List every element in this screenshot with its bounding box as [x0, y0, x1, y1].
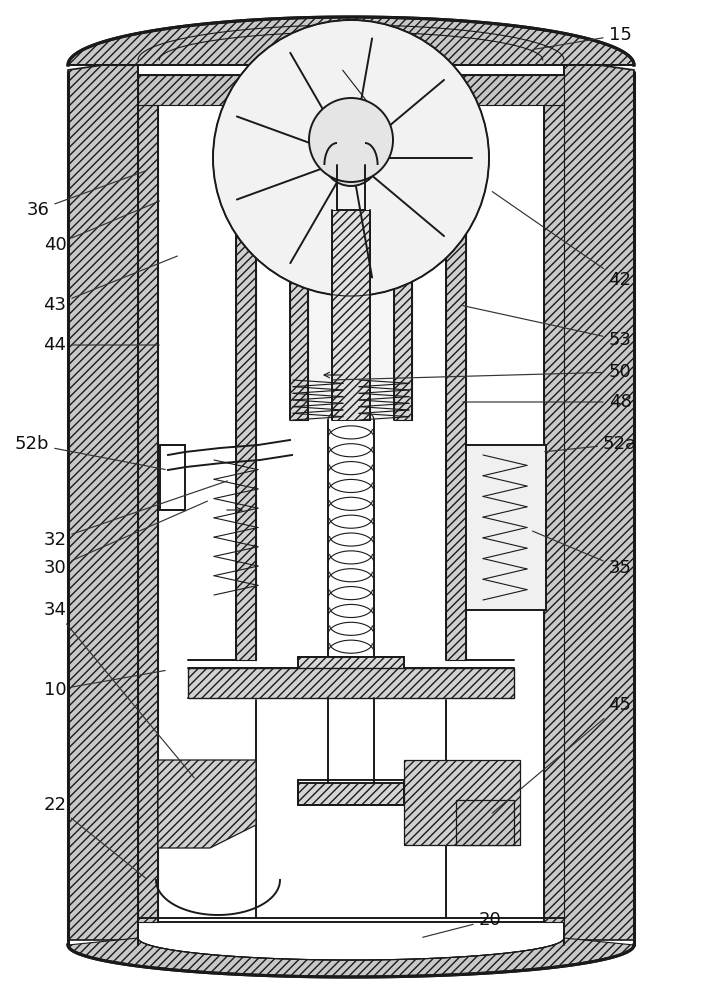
Circle shape: [337, 144, 365, 172]
Text: 52b: 52b: [15, 435, 165, 469]
Text: 34: 34: [44, 601, 194, 778]
Polygon shape: [456, 800, 514, 845]
Text: 20: 20: [423, 911, 501, 937]
Text: 45: 45: [492, 696, 632, 813]
Text: 36: 36: [27, 171, 145, 219]
Polygon shape: [404, 760, 520, 845]
Polygon shape: [394, 105, 412, 420]
Text: 40: 40: [44, 201, 159, 254]
Polygon shape: [138, 105, 158, 922]
Polygon shape: [446, 105, 466, 660]
Polygon shape: [158, 760, 256, 848]
Polygon shape: [138, 75, 240, 105]
Polygon shape: [188, 668, 514, 698]
Polygon shape: [564, 60, 634, 940]
Circle shape: [309, 98, 393, 182]
Circle shape: [323, 130, 379, 186]
Circle shape: [213, 20, 489, 296]
Polygon shape: [236, 105, 256, 660]
Text: 35: 35: [533, 531, 632, 577]
Text: 30: 30: [44, 501, 208, 577]
Text: 22: 22: [44, 796, 146, 878]
Bar: [298, 657, 404, 675]
Bar: [308, 105, 394, 420]
Polygon shape: [462, 75, 564, 105]
Bar: [298, 783, 404, 805]
Text: 52a: 52a: [545, 435, 637, 453]
Polygon shape: [290, 105, 308, 420]
Text: 15: 15: [533, 26, 631, 50]
Text: 50: 50: [333, 363, 631, 381]
Text: 32: 32: [44, 481, 227, 549]
Polygon shape: [68, 17, 634, 65]
Polygon shape: [68, 938, 634, 977]
Polygon shape: [544, 105, 564, 922]
Polygon shape: [68, 60, 138, 940]
Text: 10: 10: [44, 670, 165, 699]
Bar: [466, 445, 546, 610]
Text: 44: 44: [44, 336, 159, 354]
Polygon shape: [332, 210, 370, 420]
Text: 43: 43: [44, 256, 178, 314]
Text: 48: 48: [463, 393, 631, 411]
Bar: [160, 445, 185, 510]
Text: 53: 53: [463, 306, 632, 349]
Text: 42: 42: [492, 192, 632, 289]
